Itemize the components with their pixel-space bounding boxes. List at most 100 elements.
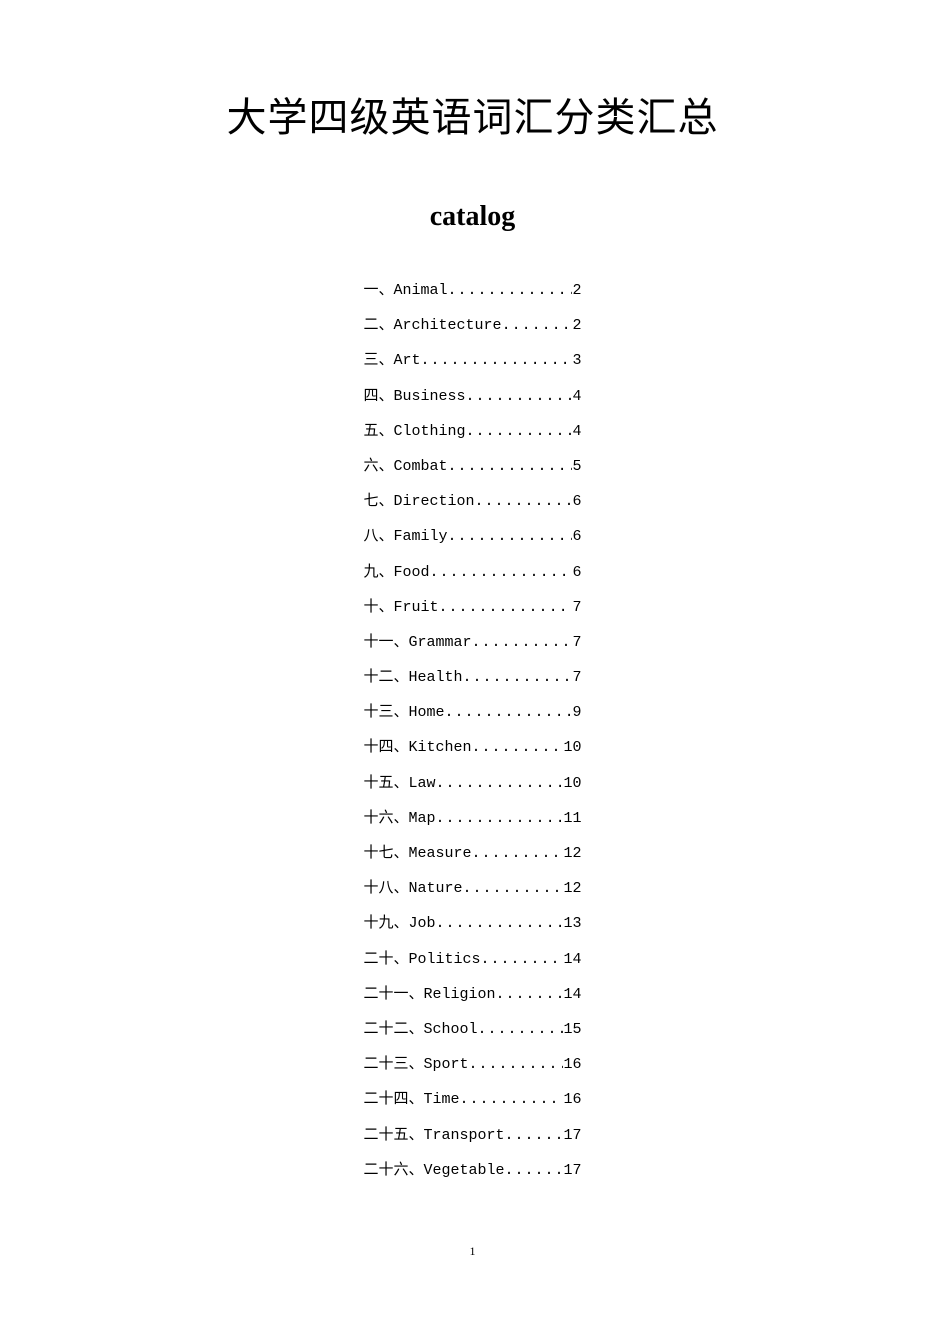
toc-row: 一、Animal................................… <box>364 278 582 313</box>
toc-leader-dots: ........................................ <box>466 388 573 405</box>
toc-leader-dots: ........................................ <box>439 599 573 616</box>
toc-leader-dots: ........................................ <box>448 282 573 299</box>
toc-page-number: 2 <box>572 317 581 334</box>
toc-row: 二十一、Religion............................… <box>364 982 582 1017</box>
page-title: 大学四级英语词汇分类汇总 <box>0 85 945 143</box>
toc-page-number: 15 <box>563 1021 581 1038</box>
toc-page-number: 2 <box>572 282 581 299</box>
toc-page-number: 17 <box>563 1127 581 1144</box>
toc-number: 十四 <box>364 735 394 756</box>
toc-label: Health <box>409 669 463 686</box>
toc-label: Animal <box>394 282 448 299</box>
toc-number: 六 <box>364 454 379 475</box>
toc-number: 二十六 <box>364 1158 409 1179</box>
toc-leader-dots: ........................................ <box>472 845 564 862</box>
toc-leader-dots: ........................................ <box>463 669 573 686</box>
toc-number: 十 <box>364 595 379 616</box>
toc-row: 八、Family................................… <box>364 524 582 559</box>
toc-page-number: 4 <box>572 423 581 440</box>
toc-label: Clothing <box>394 423 466 440</box>
toc-label: Architecture <box>394 317 502 334</box>
toc-label: Home <box>409 704 445 721</box>
toc-page-number: 7 <box>572 669 581 686</box>
toc-row: 五、Clothing..............................… <box>364 419 582 454</box>
toc-page-number: 12 <box>563 845 581 862</box>
toc-row: 二十三、Sport...............................… <box>364 1052 582 1087</box>
table-of-contents: 一、 Animal................................… <box>364 278 582 1193</box>
page-number: 1 <box>0 1244 945 1259</box>
toc-leader-dots: ........................................ <box>466 423 573 440</box>
toc-page-number: 4 <box>572 388 581 405</box>
toc-row: 十二、Health...............................… <box>364 665 582 700</box>
toc-separator: 、 <box>394 876 409 897</box>
toc-number: 七 <box>364 489 379 510</box>
toc-page-number: 10 <box>563 775 581 792</box>
toc-label: Law <box>409 775 436 792</box>
toc-label: Time <box>424 1091 460 1108</box>
toc-leader-dots: ........................................ <box>436 810 564 827</box>
toc-row: 二十六、Vegetable...........................… <box>364 1158 582 1193</box>
toc-separator: 、 <box>394 665 409 686</box>
toc-number: 一 <box>364 278 379 299</box>
toc-row: 十七、Measure..............................… <box>364 841 582 876</box>
toc-number: 十三 <box>364 700 394 721</box>
toc-page-number: 6 <box>572 564 581 581</box>
toc-label: Food <box>394 564 430 581</box>
toc-page-number: 9 <box>572 704 581 721</box>
toc-number: 十一 <box>364 630 394 651</box>
toc-label: Job <box>409 915 436 932</box>
document-page: 大学四级英语词汇分类汇总 catalog 一、Animal...........… <box>0 0 945 1193</box>
toc-separator: 、 <box>409 1123 424 1144</box>
toc-separator: 、 <box>409 1087 424 1108</box>
toc-leader-dots: ........................................ <box>502 317 573 334</box>
toc-leader-dots: ........................................ <box>448 458 573 475</box>
toc-leader-dots: ........................................ <box>448 528 573 545</box>
toc-label: Art <box>394 352 421 369</box>
toc-leader-dots: ........................................ <box>475 493 573 510</box>
toc-separator: 、 <box>409 982 424 1003</box>
toc-page-number: 10 <box>563 739 581 756</box>
toc-leader-dots: ........................................ <box>421 352 573 369</box>
toc-row: 二、Architecture..........................… <box>364 313 582 348</box>
toc-number: 三 <box>364 348 379 369</box>
toc-row: 九、Food..................................… <box>364 560 582 595</box>
toc-label: Business <box>394 388 466 405</box>
toc-label: Vegetable <box>424 1162 505 1179</box>
toc-number: 二十五 <box>364 1123 409 1144</box>
toc-leader-dots: ........................................ <box>478 1021 564 1038</box>
toc-number: 二十二 <box>364 1017 409 1038</box>
toc-separator: 、 <box>394 947 409 968</box>
toc-page-number: 14 <box>563 986 581 1003</box>
toc-leader-dots: ........................................ <box>430 564 573 581</box>
toc-label: Grammar <box>409 634 472 651</box>
toc-page-number: 3 <box>572 352 581 369</box>
toc-page-number: 16 <box>563 1056 581 1073</box>
toc-leader-dots: ........................................ <box>472 634 573 651</box>
toc-separator: 、 <box>394 700 409 721</box>
toc-separator: 、 <box>379 454 394 475</box>
toc-separator: 、 <box>409 1052 424 1073</box>
toc-leader-dots: ........................................ <box>481 951 564 968</box>
toc-number: 十八 <box>364 876 394 897</box>
toc-separator: 、 <box>394 806 409 827</box>
toc-page-number: 6 <box>572 493 581 510</box>
toc-page-number: 12 <box>563 880 581 897</box>
toc-separator: 、 <box>409 1158 424 1179</box>
toc-separator: 、 <box>379 384 394 405</box>
toc-row: 十三、Home.................................… <box>364 700 582 735</box>
toc-page-number: 7 <box>572 599 581 616</box>
toc-number: 十九 <box>364 911 394 932</box>
toc-page-number: 11 <box>563 810 581 827</box>
toc-row: 二十四、Time................................… <box>364 1087 582 1122</box>
toc-number: 二十四 <box>364 1087 409 1108</box>
toc-label: Family <box>394 528 448 545</box>
toc-leader-dots: ........................................ <box>463 880 564 897</box>
toc-separator: 、 <box>394 911 409 932</box>
toc-leader-dots: ........................................ <box>505 1127 564 1144</box>
toc-leader-dots: ........................................ <box>472 739 564 756</box>
toc-page-number: 6 <box>572 528 581 545</box>
toc-label: Direction <box>394 493 475 510</box>
toc-page-number: 14 <box>563 951 581 968</box>
toc-separator: 、 <box>409 1017 424 1038</box>
toc-row: 十四、Kitchen..............................… <box>364 735 582 770</box>
